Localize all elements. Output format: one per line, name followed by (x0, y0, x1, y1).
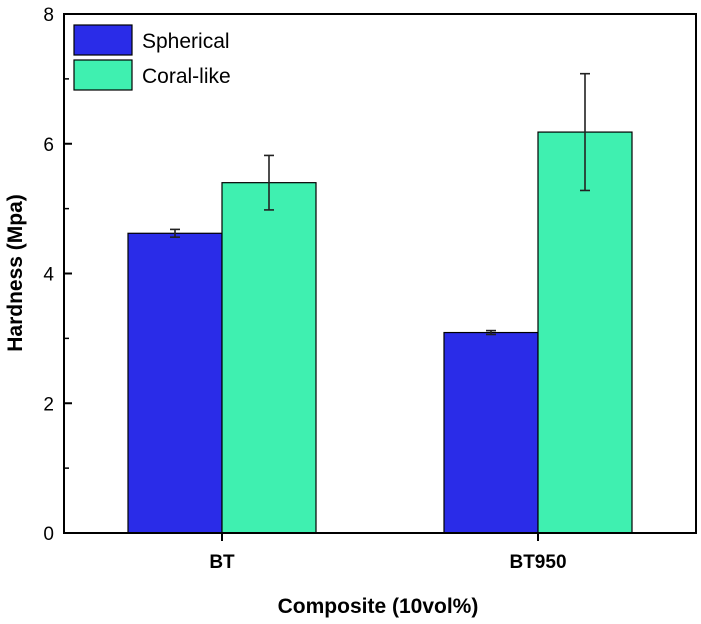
bars-layer (127, 131, 633, 534)
bar-bt950-coral-like (537, 131, 633, 534)
legend-label-spherical: Spherical (142, 30, 230, 53)
error-bar-bt-coral-like (264, 154, 274, 211)
legend-label-coral-like: Coral-like (142, 65, 231, 88)
x-axis: BT BT950 (209, 533, 567, 573)
x-axis-title: Composite (10vol%) (278, 595, 479, 618)
bar-bt-spherical (127, 232, 223, 534)
error-bar-bt950-spherical (486, 329, 496, 336)
y-tick-label: 0 (43, 524, 54, 545)
legend: Spherical Coral-like (73, 24, 231, 91)
error-bars-layer (170, 72, 590, 336)
error-bar-bt950-coral-like (580, 72, 590, 192)
y-axis-title: Hardness (Mpa) (4, 194, 27, 352)
legend-swatch-spherical (73, 24, 133, 56)
bar-bt-coral-like (221, 182, 317, 534)
y-tick-label: 2 (43, 394, 54, 415)
x-tick-label-bt: BT (209, 552, 235, 573)
bar-bt950-spherical (443, 331, 539, 534)
y-tick-label: 4 (43, 265, 54, 286)
error-bar-bt-spherical (170, 228, 180, 238)
x-tick-label-bt950: BT950 (509, 552, 566, 573)
y-tick-label: 8 (43, 5, 54, 26)
legend-swatch-coral-like (73, 59, 133, 91)
y-tick-label: 6 (43, 135, 54, 156)
y-axis: 0 2 4 6 8 (43, 5, 72, 545)
